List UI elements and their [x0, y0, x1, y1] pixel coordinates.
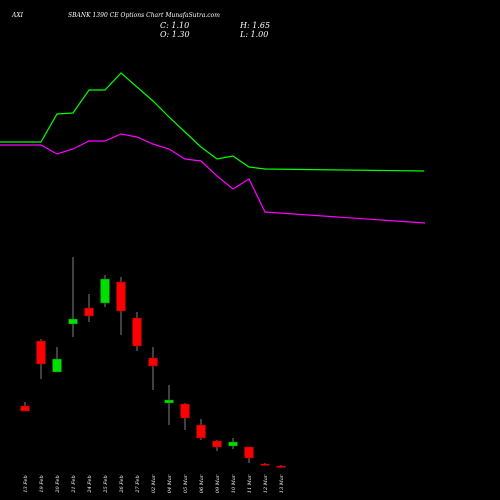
candle-body	[36, 340, 46, 365]
x-tick-label: 26 Feb	[119, 475, 125, 493]
candle	[20, 402, 30, 412]
candle	[52, 347, 62, 373]
candle-body	[180, 403, 190, 419]
symbol-label: AXI	[12, 12, 23, 19]
candle-body	[52, 358, 62, 373]
open-value: O: 1.30	[160, 30, 190, 39]
x-tick-label: 10 Mar	[231, 474, 237, 493]
candle	[164, 385, 174, 425]
x-tick-label: 13 Mar	[279, 474, 285, 493]
candle	[212, 440, 222, 451]
candle-body	[164, 399, 174, 404]
moving-average-lines	[0, 72, 426, 224]
candle-body	[20, 405, 30, 412]
x-tick-label: 20 Feb	[55, 475, 61, 493]
x-tick-label: 21 Feb	[71, 475, 77, 493]
candle	[228, 438, 238, 449]
candle-body	[212, 440, 222, 448]
candle	[276, 465, 286, 468]
average-line-1	[0, 72, 425, 172]
average-line-2	[0, 133, 426, 224]
candle-body	[68, 318, 78, 325]
candlesticks	[20, 257, 286, 468]
candle	[132, 312, 142, 351]
x-tick-label: 05 Mar	[183, 474, 189, 493]
candle-body	[100, 278, 110, 304]
candle	[36, 339, 46, 379]
candle-body	[148, 357, 158, 367]
candle	[260, 463, 270, 466]
x-tick-label: 11 Mar	[247, 474, 253, 493]
candle-body	[260, 463, 270, 466]
x-tick-label: 13 Feb	[23, 475, 29, 492]
x-tick-label: 12 Mar	[263, 474, 269, 493]
candle	[68, 257, 78, 337]
x-axis-labels: 13 Feb 19 Feb 20 Feb 21 Feb 24 Feb 25 Feb 26 F…	[23, 474, 285, 493]
candle-body	[228, 441, 238, 447]
candle-body	[132, 317, 142, 347]
candle	[148, 347, 158, 390]
low-value: L: 1.00	[240, 30, 269, 39]
candle	[244, 446, 254, 463]
x-tick-label: 19 Feb	[39, 475, 45, 492]
candle-body	[84, 307, 94, 317]
candle-body	[276, 465, 286, 468]
x-tick-label: 25 Feb	[103, 475, 109, 493]
high-value: H: 1.65	[240, 21, 271, 30]
x-tick-label: 02 Mar	[151, 474, 157, 493]
x-tick-label: 24 Feb	[87, 475, 93, 493]
candle	[116, 277, 126, 335]
candle	[196, 419, 206, 440]
x-tick-label: 04 Mar	[167, 474, 173, 493]
x-tick-label: 27 Feb	[135, 475, 141, 493]
close-value: C: 1.10	[160, 21, 190, 30]
x-tick-label: 06 Mar	[199, 474, 205, 493]
candle-body	[196, 424, 206, 439]
candle-body	[244, 446, 254, 459]
x-tick-label: 09 Mar	[215, 474, 221, 493]
candle	[100, 275, 110, 307]
chart-title: SBANK 1390 CE Options Chart MunafaSutra.…	[68, 12, 220, 19]
candle	[84, 294, 94, 322]
candle	[180, 403, 190, 430]
candle-body	[116, 281, 126, 312]
